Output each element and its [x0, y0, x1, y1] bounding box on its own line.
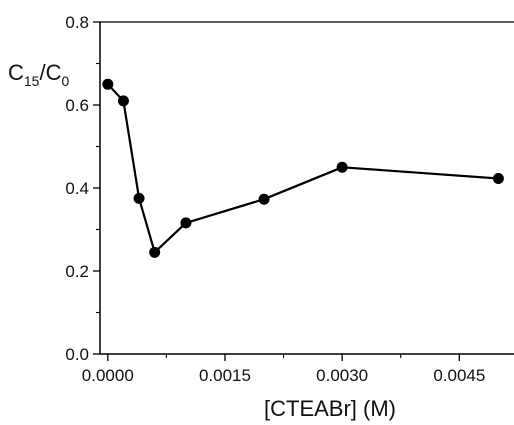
y-tick-label: 0.4 [65, 179, 89, 198]
x-axis-title: [CTEABr] (M) [264, 396, 396, 421]
y-tick-label: 0.8 [65, 13, 89, 32]
data-point [336, 161, 348, 173]
data-point [102, 78, 114, 90]
x-tick-label: 0.0030 [316, 366, 368, 385]
y-axis-title-part: / [39, 60, 46, 85]
series-line [106, 83, 499, 254]
data-point [117, 95, 129, 107]
x-tick-label: 0.0000 [82, 366, 134, 385]
data-point [180, 217, 192, 229]
data-point [492, 172, 504, 184]
y-ticks: 0.0 0.2 0.4 0.6 0.8 [65, 13, 100, 364]
x-ticks: 0.0000 0.0015 0.0030 0.0045 [82, 354, 485, 385]
y-axis-title-part: C [8, 60, 24, 85]
axes [99, 21, 514, 355]
y-axis-title: C15/C0 [8, 60, 69, 89]
data-point [133, 192, 145, 204]
y-axis-title-part: C [46, 60, 62, 85]
y-axis-title-subscript: 0 [61, 73, 69, 89]
data-point [258, 193, 270, 205]
y-tick-label: 0.6 [65, 96, 89, 115]
x-tick-label: 0.0015 [199, 366, 251, 385]
data-point [149, 246, 161, 258]
y-tick-label: 0.0 [65, 345, 89, 364]
y-axis-title-subscript: 15 [24, 73, 40, 89]
y-tick-label: 0.2 [65, 262, 89, 281]
x-tick-label: 0.0045 [433, 366, 485, 385]
series-group [102, 78, 504, 258]
